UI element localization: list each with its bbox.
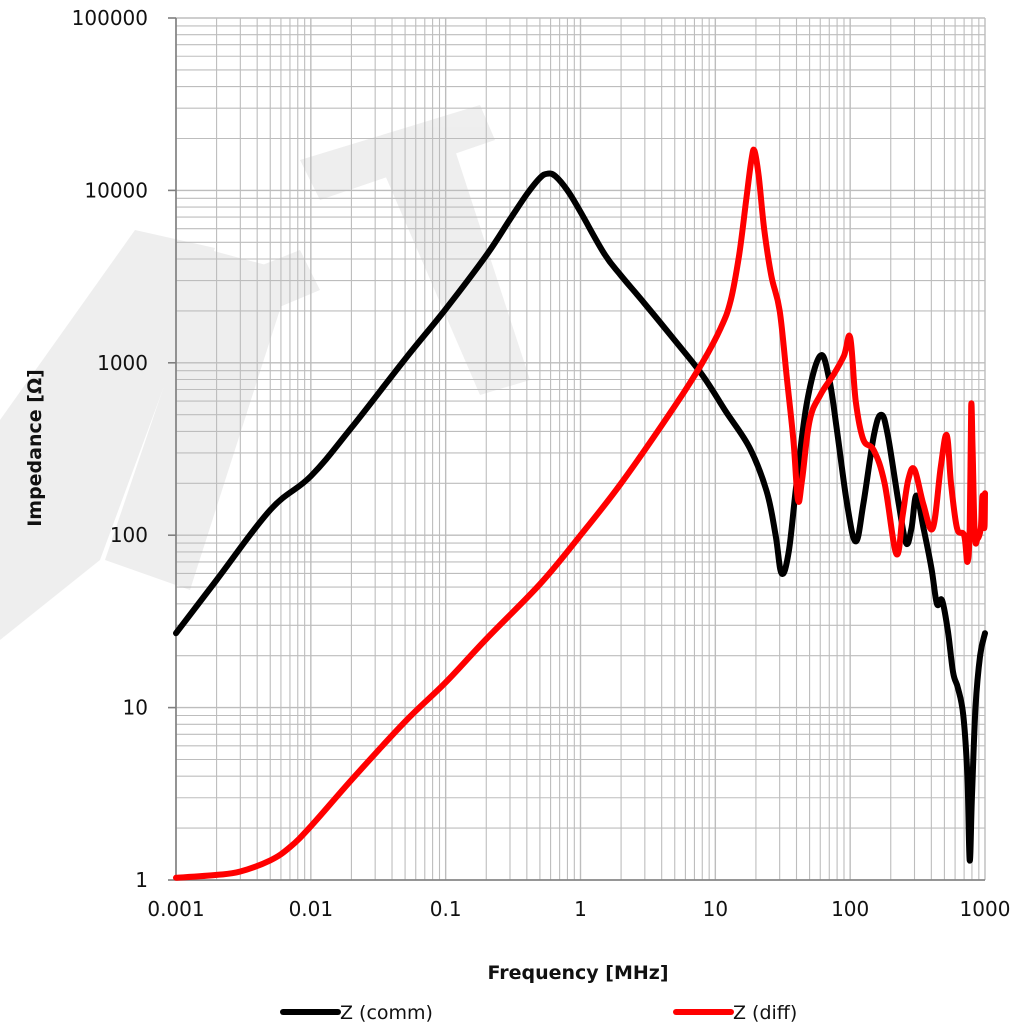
watermark-stroke xyxy=(385,150,530,395)
series-line-z-comm xyxy=(173,170,988,864)
y-axis-title: Impedance [Ω] xyxy=(24,369,46,527)
x-tick-label: 0.1 xyxy=(430,897,462,921)
watermark-stroke xyxy=(0,230,215,640)
series-line-z-diff xyxy=(173,146,988,881)
chart-legend: Z (comm) Z (diff) xyxy=(280,1002,797,1024)
watermark-stroke xyxy=(105,250,292,590)
legend-label: Z (comm) xyxy=(340,1002,433,1024)
y-tick-label: 10000 xyxy=(84,178,148,202)
x-tick-label: 0.01 xyxy=(289,897,334,921)
x-tick-label: 0.001 xyxy=(147,897,204,921)
y-tick-label: 100000 xyxy=(72,6,148,30)
plot-grid xyxy=(168,17,986,881)
x-axis-tick-labels: 0.001 0.01 0.1 1 10 100 1000 xyxy=(147,897,1010,921)
y-tick-label: 1000 xyxy=(97,351,148,375)
y-tick-label: 100 xyxy=(110,523,148,547)
legend-label: Z (diff) xyxy=(733,1002,797,1024)
y-tick-label: 10 xyxy=(123,696,148,720)
y-tick-label: 1 xyxy=(135,868,148,892)
x-tick-label: 1 xyxy=(574,897,587,921)
x-axis-title: Frequency [MHz] xyxy=(487,962,668,984)
x-tick-label: 100 xyxy=(831,897,869,921)
x-tick-label: 1000 xyxy=(960,897,1011,921)
plot-lines xyxy=(173,146,988,881)
draft-watermark xyxy=(0,105,530,640)
y-axis-tick-labels: 1 10 100 1000 10000 100000 xyxy=(72,6,148,892)
x-tick-label: 10 xyxy=(703,897,728,921)
